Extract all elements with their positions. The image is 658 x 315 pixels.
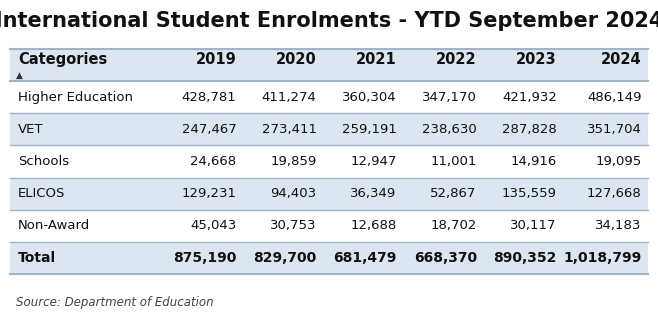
Text: 2024: 2024 — [601, 52, 642, 67]
Text: 238,630: 238,630 — [422, 123, 477, 136]
Text: Higher Education: Higher Education — [18, 91, 133, 104]
Text: 351,704: 351,704 — [587, 123, 642, 136]
FancyBboxPatch shape — [10, 113, 648, 145]
Text: 486,149: 486,149 — [587, 91, 642, 104]
Text: Categories: Categories — [18, 52, 107, 67]
Text: 19,859: 19,859 — [270, 155, 316, 168]
Text: 411,274: 411,274 — [262, 91, 316, 104]
Text: 2021: 2021 — [356, 52, 397, 67]
Text: 360,304: 360,304 — [342, 91, 397, 104]
Text: 247,467: 247,467 — [182, 123, 236, 136]
Text: 34,183: 34,183 — [595, 219, 642, 232]
Text: 36,349: 36,349 — [351, 187, 397, 200]
Text: ELICOS: ELICOS — [18, 187, 65, 200]
FancyBboxPatch shape — [10, 145, 648, 178]
Text: 2022: 2022 — [436, 52, 477, 67]
Text: 347,170: 347,170 — [422, 91, 477, 104]
Text: 681,479: 681,479 — [334, 251, 397, 265]
Text: 12,947: 12,947 — [350, 155, 397, 168]
Text: Non-Award: Non-Award — [18, 219, 90, 232]
Text: 45,043: 45,043 — [190, 219, 236, 232]
Text: 273,411: 273,411 — [262, 123, 316, 136]
Text: International Student Enrolments - YTD September 2024: International Student Enrolments - YTD S… — [0, 11, 658, 31]
Text: 11,001: 11,001 — [430, 155, 477, 168]
Text: 259,191: 259,191 — [342, 123, 397, 136]
FancyBboxPatch shape — [10, 178, 648, 210]
Text: ▲: ▲ — [16, 71, 23, 80]
Text: 135,559: 135,559 — [502, 187, 557, 200]
Text: 18,702: 18,702 — [430, 219, 477, 232]
FancyBboxPatch shape — [10, 49, 648, 81]
Text: 19,095: 19,095 — [595, 155, 642, 168]
FancyBboxPatch shape — [10, 242, 648, 274]
Text: 875,190: 875,190 — [173, 251, 236, 265]
Text: VET: VET — [18, 123, 43, 136]
Text: 12,688: 12,688 — [351, 219, 397, 232]
Text: 14,916: 14,916 — [511, 155, 557, 168]
Text: 2019: 2019 — [195, 52, 236, 67]
Text: 668,370: 668,370 — [414, 251, 477, 265]
Text: Total: Total — [18, 251, 56, 265]
FancyBboxPatch shape — [10, 81, 648, 113]
Text: 129,231: 129,231 — [182, 187, 236, 200]
Text: 829,700: 829,700 — [253, 251, 316, 265]
Text: 421,932: 421,932 — [502, 91, 557, 104]
Text: 52,867: 52,867 — [430, 187, 477, 200]
Text: 94,403: 94,403 — [270, 187, 316, 200]
Text: 2023: 2023 — [517, 52, 557, 67]
FancyBboxPatch shape — [10, 210, 648, 242]
Text: 30,117: 30,117 — [511, 219, 557, 232]
Text: 1,018,799: 1,018,799 — [563, 251, 642, 265]
Text: Source: Department of Education: Source: Department of Education — [16, 296, 214, 309]
Text: 30,753: 30,753 — [270, 219, 316, 232]
Text: Schools: Schools — [18, 155, 69, 168]
Text: 2020: 2020 — [276, 52, 316, 67]
Text: 287,828: 287,828 — [502, 123, 557, 136]
Text: 890,352: 890,352 — [494, 251, 557, 265]
Text: 24,668: 24,668 — [190, 155, 236, 168]
Text: 127,668: 127,668 — [587, 187, 642, 200]
Text: 428,781: 428,781 — [182, 91, 236, 104]
